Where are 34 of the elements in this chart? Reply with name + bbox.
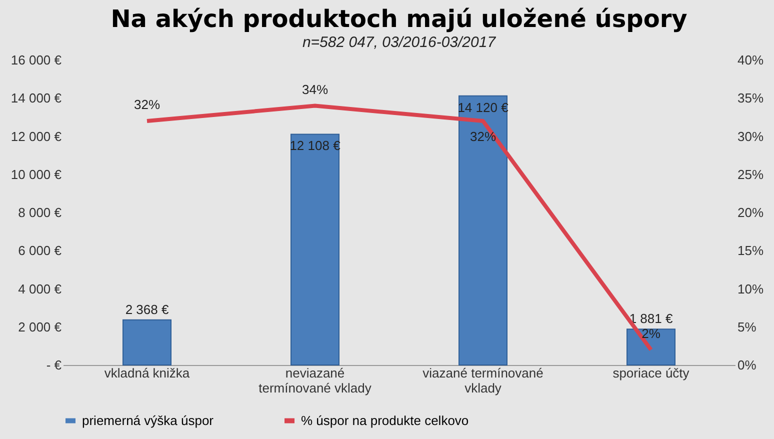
y-tick-label: 14 000 € <box>10 90 62 106</box>
y2-tick-label: 30% <box>738 128 764 144</box>
y2-tick-label: 0% <box>738 358 757 372</box>
bar <box>458 95 508 366</box>
y2-tick-label: 35% <box>738 90 764 106</box>
y2-tick-label: 10% <box>738 281 764 296</box>
data-label: 2 368 € <box>125 302 170 317</box>
bar <box>290 134 340 366</box>
data-label: 34% <box>302 82 328 97</box>
data-label: 32% <box>134 97 160 112</box>
y2-tick-label: 25% <box>738 166 764 182</box>
x-tick-label: vkladná knižka <box>104 366 190 380</box>
x-tick-label: viazané termínované vklady <box>422 366 544 396</box>
y2-tick-label: 5% <box>738 319 757 334</box>
y-tick-label: 8 000 € <box>18 205 62 220</box>
y-tick-label: 10 000 € <box>10 166 62 182</box>
y2-tick-label: 20% <box>738 205 764 220</box>
data-label: 2% <box>642 326 661 341</box>
chart-title: Na akých produktoch majú uložené úspory <box>110 5 688 33</box>
y-tick-label: 4 000 € <box>18 281 62 296</box>
y-tick-label: - € <box>46 358 62 372</box>
x-tick-label: sporiace účty <box>612 366 690 380</box>
legend-label: % úspor na produkte celkovo <box>301 412 469 428</box>
y-tick-label: 6 000 € <box>18 243 62 258</box>
bar <box>626 328 676 366</box>
y2-tick-label: 40% <box>738 52 764 68</box>
x-tick-label: neviazané termínované vklady <box>258 366 372 396</box>
chart-subtitle: n=582 047, 03/2016-03/2017 <box>302 34 496 51</box>
y-tick-label: 2 000 € <box>18 319 62 334</box>
bar <box>122 319 172 366</box>
y-tick-label: 16 000 € <box>10 52 62 68</box>
y2-tick-label: 15% <box>738 243 764 258</box>
legend-label: priemerná výška úspor <box>82 412 214 428</box>
y-tick-label: 12 000 € <box>10 128 62 144</box>
